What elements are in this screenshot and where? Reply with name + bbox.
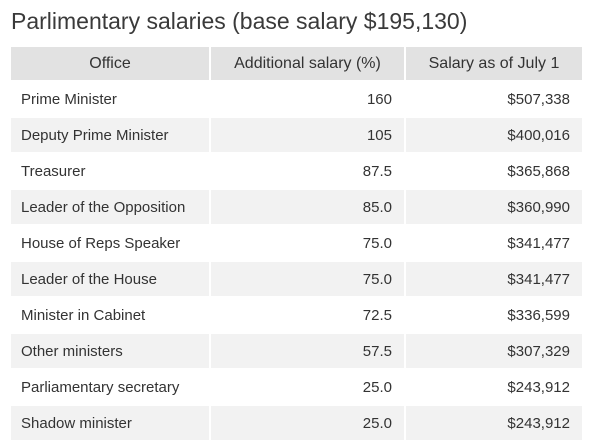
salary-cell: $341,477 xyxy=(406,226,582,260)
additional-salary-cell: 105 xyxy=(211,118,404,152)
column-header-additional-salary: Additional salary (%) xyxy=(211,47,404,80)
salary-cell: $365,868 xyxy=(406,154,582,188)
office-cell: Deputy Prime Minister xyxy=(11,118,209,152)
office-cell: Prime Minister xyxy=(11,82,209,116)
office-cell: House of Reps Speaker xyxy=(11,226,209,260)
table-row: Prime Minister 160 $507,338 xyxy=(11,82,582,116)
column-header-office: Office xyxy=(11,47,209,80)
office-cell: Parliamentary secretary xyxy=(11,370,209,404)
header-row: Office Additional salary (%) Salary as o… xyxy=(11,47,582,80)
salary-cell: $307,329 xyxy=(406,334,582,368)
office-cell: Leader of the House xyxy=(11,262,209,296)
salary-cell: $336,599 xyxy=(406,298,582,332)
table-row: Parliamentary secretary 25.0 $243,912 xyxy=(11,370,582,404)
office-cell: Other ministers xyxy=(11,334,209,368)
column-header-salary: Salary as of July 1 xyxy=(406,47,582,80)
table-body: Prime Minister 160 $507,338 Deputy Prime… xyxy=(11,82,582,440)
table-row: Treasurer 87.5 $365,868 xyxy=(11,154,582,188)
table-row: Leader of the Opposition 85.0 $360,990 xyxy=(11,190,582,224)
table-header: Office Additional salary (%) Salary as o… xyxy=(11,47,582,80)
office-cell: Leader of the Opposition xyxy=(11,190,209,224)
additional-salary-cell: 85.0 xyxy=(211,190,404,224)
additional-salary-cell: 87.5 xyxy=(211,154,404,188)
office-cell: Treasurer xyxy=(11,154,209,188)
additional-salary-cell: 160 xyxy=(211,82,404,116)
additional-salary-cell: 75.0 xyxy=(211,262,404,296)
additional-salary-cell: 25.0 xyxy=(211,370,404,404)
salary-cell: $243,912 xyxy=(406,406,582,440)
table-row: Deputy Prime Minister 105 $400,016 xyxy=(11,118,582,152)
additional-salary-cell: 75.0 xyxy=(211,226,404,260)
salary-cell: $243,912 xyxy=(406,370,582,404)
additional-salary-cell: 25.0 xyxy=(211,406,404,440)
office-cell: Shadow minister xyxy=(11,406,209,440)
salary-table: Office Additional salary (%) Salary as o… xyxy=(9,45,584,442)
office-cell: Minister in Cabinet xyxy=(11,298,209,332)
table-row: House of Reps Speaker 75.0 $341,477 xyxy=(11,226,582,260)
salary-cell: $400,016 xyxy=(406,118,582,152)
additional-salary-cell: 57.5 xyxy=(211,334,404,368)
additional-salary-cell: 72.5 xyxy=(211,298,404,332)
page-title: Parlimentary salaries (base salary $195,… xyxy=(11,8,468,34)
salary-cell: $341,477 xyxy=(406,262,582,296)
table-row: Leader of the House 75.0 $341,477 xyxy=(11,262,582,296)
table-row: Shadow minister 25.0 $243,912 xyxy=(11,406,582,440)
table-row: Minister in Cabinet 72.5 $336,599 xyxy=(11,298,582,332)
table-row: Other ministers 57.5 $307,329 xyxy=(11,334,582,368)
salary-cell: $360,990 xyxy=(406,190,582,224)
salary-cell: $507,338 xyxy=(406,82,582,116)
